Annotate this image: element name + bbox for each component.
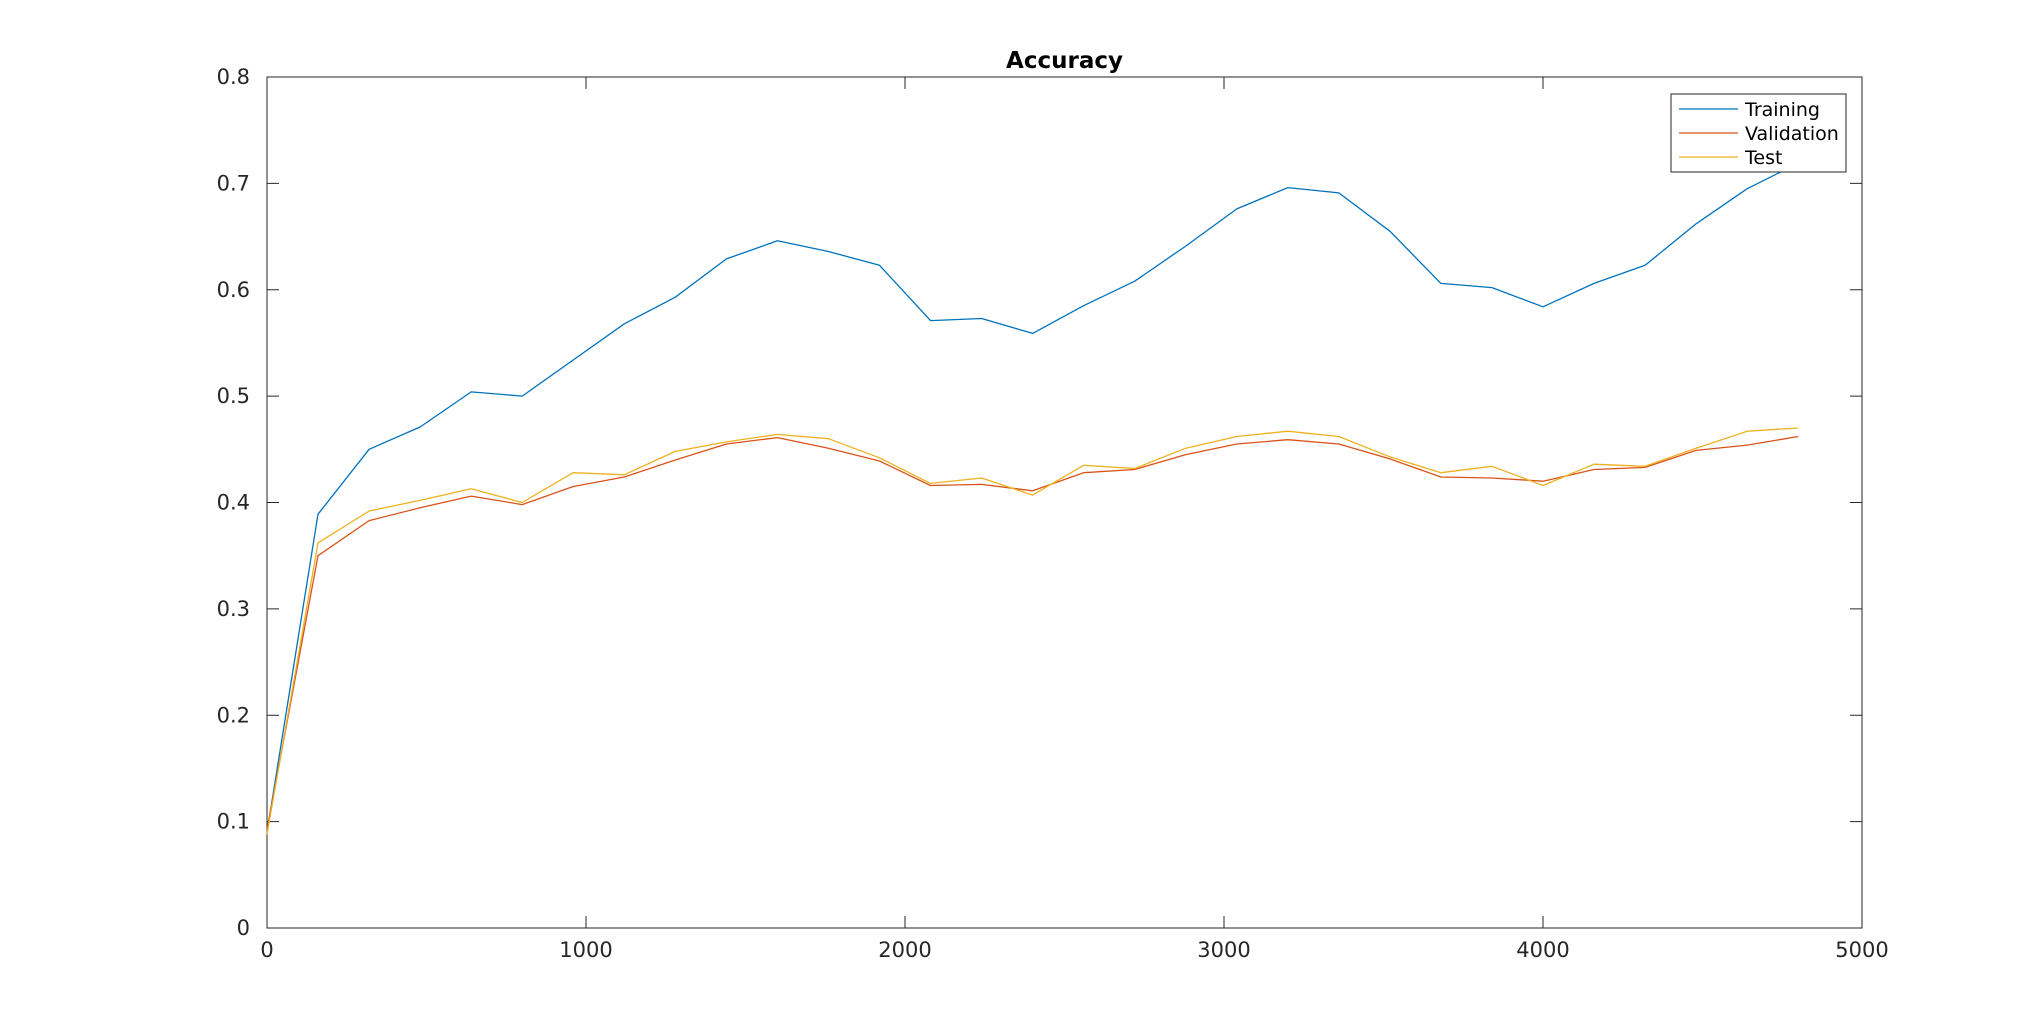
x-tick-label: 0 [260, 938, 273, 962]
legend-label-training: Training [1744, 99, 1820, 121]
x-tick-label: 5000 [1835, 938, 1888, 962]
series-line-validation [266, 435, 1799, 831]
y-tick-label: 0.7 [217, 171, 250, 195]
y-tick-label: 0 [237, 916, 250, 940]
series-line-test [266, 427, 1799, 835]
x-tick-label: 4000 [1516, 938, 1569, 962]
y-tick-label: 0.8 [217, 65, 250, 89]
x-tick-label: 3000 [1197, 938, 1250, 962]
y-tick-label: 0.6 [217, 278, 250, 302]
series-lines [266, 162, 1799, 835]
chart-title: Accuracy [1006, 48, 1123, 74]
y-tick-label: 0.4 [217, 491, 250, 515]
y-tick-label: 0.3 [217, 597, 250, 621]
y-tick-label: 0.5 [217, 384, 250, 408]
axes: 0 1000 2000 3000 4000 5000 0 0.1 0.2 0.3 0.4 0.5 0.6… [217, 65, 1889, 962]
y-tick-label: 0.2 [217, 703, 250, 727]
x-tick-label: 2000 [878, 938, 931, 962]
x-tick-label: 1000 [559, 938, 612, 962]
series-line-training [266, 162, 1799, 833]
legend-label-validation: Validation [1745, 123, 1839, 145]
legend-label-test: Test [1744, 147, 1782, 169]
plot-frame [266, 76, 1863, 929]
y-tick-label: 0.1 [217, 810, 250, 834]
